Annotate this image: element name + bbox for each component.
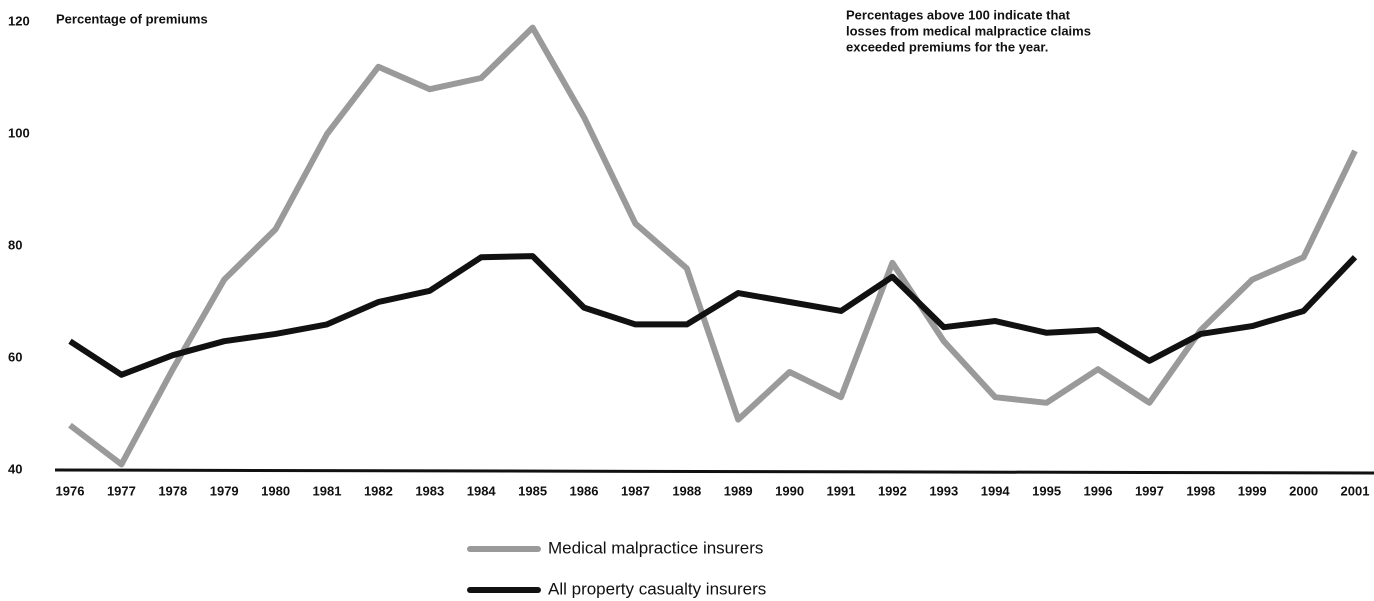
x-axis-line — [54, 468, 1374, 475]
y-tick-label: 40 — [8, 461, 22, 476]
legend-label: All property casualty insurers — [548, 579, 766, 598]
x-tick-label: 1991 — [827, 483, 856, 498]
series-line — [68, 24, 1358, 468]
x-tick-label: 1985 — [518, 483, 547, 498]
x-tick-label: 1994 — [981, 483, 1011, 498]
x-tick-label: 1981 — [313, 483, 342, 498]
x-tick-label: 1983 — [415, 483, 444, 498]
x-tick-label: 1990 — [775, 483, 804, 498]
x-tick-label: 1989 — [724, 483, 753, 498]
y-tick-label: 100 — [8, 125, 30, 140]
x-tick-label: 1980 — [261, 483, 290, 498]
annotation: Percentages above 100 indicate that — [846, 7, 1071, 22]
x-tick-label: 1993 — [929, 483, 958, 498]
x-tick-label: 1988 — [672, 483, 701, 498]
x-tick-label: 1999 — [1238, 483, 1267, 498]
legend-label: Medical malpractice insurers — [548, 538, 763, 557]
x-tick-label: 1992 — [878, 483, 907, 498]
x-tick-label: 1995 — [1032, 483, 1061, 498]
x-tick-label: 1979 — [210, 483, 239, 498]
x-tick-label: 1976 — [56, 483, 85, 498]
x-tick-label: 1984 — [467, 483, 497, 498]
x-tick-label: 2001 — [1341, 483, 1370, 498]
x-tick-label: 1998 — [1186, 483, 1215, 498]
x-tick-label: 1996 — [1084, 483, 1113, 498]
x-tick-label: 1978 — [158, 483, 187, 498]
series-line — [68, 253, 1358, 378]
annotation: exceeded premiums for the year. — [846, 39, 1048, 54]
x-tick-label: 1986 — [570, 483, 599, 498]
annotation: losses from medical malpractice claims — [846, 23, 1091, 38]
x-tick-label: 2000 — [1289, 483, 1318, 498]
y-tick-label: 60 — [8, 349, 22, 364]
y-tick-label: 120 — [8, 13, 30, 28]
x-tick-label: 1987 — [621, 483, 650, 498]
x-tick-label: 1977 — [107, 483, 136, 498]
x-tick-label: 1982 — [364, 483, 393, 498]
x-tick-label: 1997 — [1135, 483, 1164, 498]
y-tick-label: 80 — [8, 237, 22, 252]
y-axis-label: Percentage of premiums — [56, 11, 208, 26]
